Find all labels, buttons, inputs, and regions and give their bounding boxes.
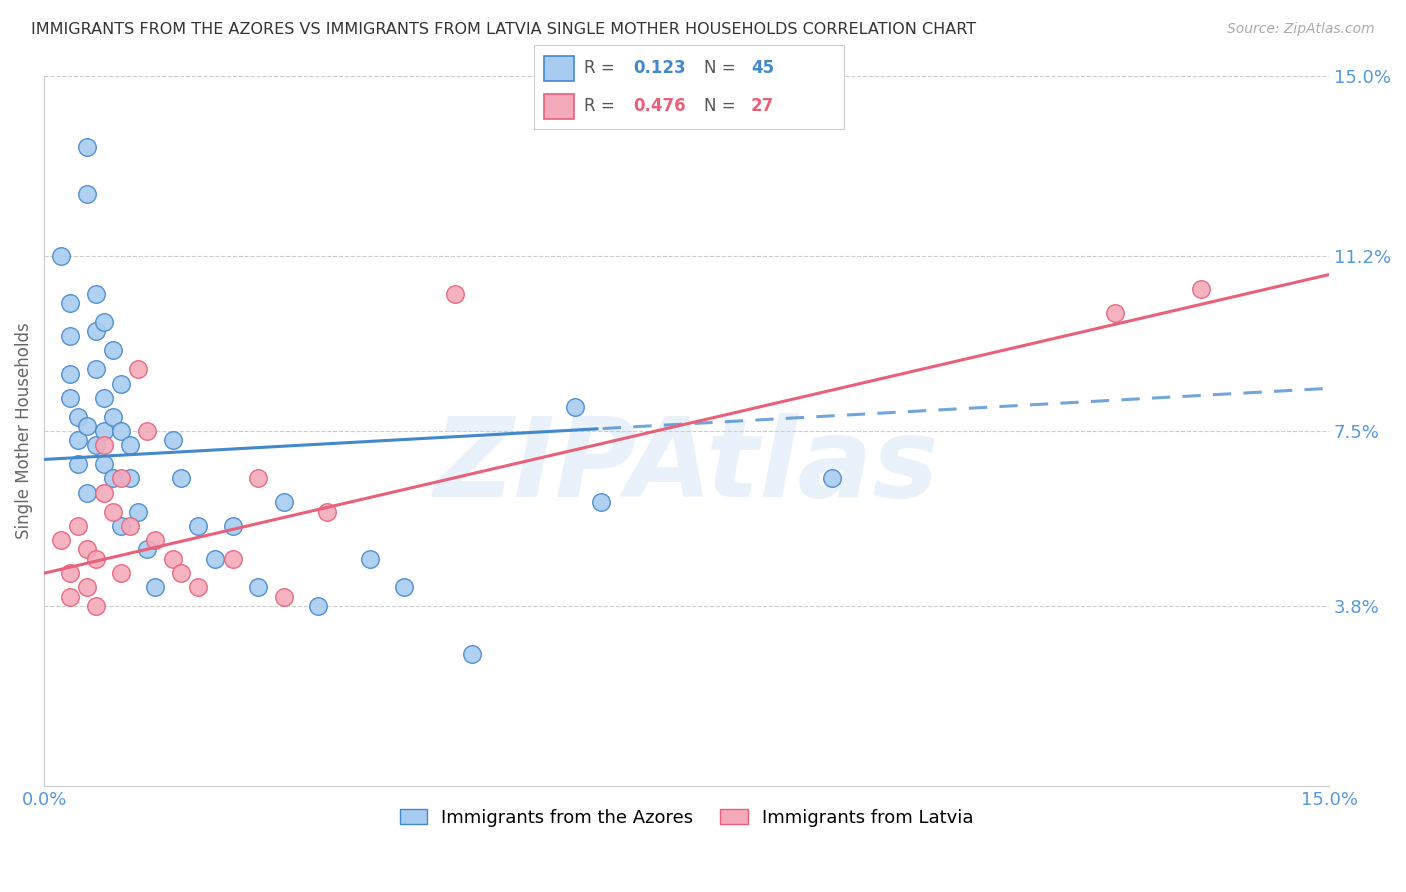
Point [145,581,167,595]
Point [76,187,98,202]
Point [93,438,115,452]
Point [59,329,82,343]
Text: N =: N = [704,60,741,78]
Point [187,581,209,595]
Point [84,438,107,452]
Point [93,424,115,438]
Text: N =: N = [704,97,741,115]
Point [51,533,73,547]
Text: 27: 27 [751,97,775,115]
Text: ZIPAtlas: ZIPAtlas [434,413,939,520]
Point [59,590,82,604]
Point [84,599,107,614]
Point [76,581,98,595]
Point [564,401,586,415]
Point [110,518,132,533]
Point [110,566,132,581]
Y-axis label: Single Mother Households: Single Mother Households [15,323,32,540]
Point [247,581,270,595]
Point [67,409,90,424]
Point [221,518,243,533]
FancyBboxPatch shape [544,94,575,120]
Point [67,457,90,471]
Point [59,296,82,310]
Point [110,471,132,485]
Point [461,647,484,661]
Point [135,424,157,438]
Point [204,552,226,566]
Point [84,362,107,376]
Point [1189,282,1212,296]
Point [359,552,381,566]
Point [118,518,141,533]
Point [59,367,82,381]
Point [162,552,184,566]
Point [307,599,329,614]
Text: R =: R = [583,60,620,78]
Point [67,434,90,448]
Legend: Immigrants from the Azores, Immigrants from Latvia: Immigrants from the Azores, Immigrants f… [392,802,980,834]
Point [135,542,157,557]
Point [145,533,167,547]
Point [821,471,844,485]
Point [247,471,270,485]
Point [1104,305,1126,319]
Point [84,552,107,566]
Point [93,391,115,405]
Point [67,518,90,533]
Point [101,505,124,519]
Point [221,552,243,566]
Point [170,471,193,485]
Point [59,391,82,405]
Point [273,495,295,509]
Point [444,286,467,301]
Point [187,518,209,533]
Point [162,434,184,448]
Point [76,419,98,434]
Text: 0.476: 0.476 [633,97,686,115]
Point [118,438,141,452]
Point [110,376,132,391]
Point [127,505,149,519]
Point [93,315,115,329]
Point [101,471,124,485]
Point [93,457,115,471]
Point [76,139,98,153]
FancyBboxPatch shape [544,55,575,81]
Point [93,485,115,500]
Point [127,362,149,376]
Point [118,471,141,485]
Point [76,485,98,500]
Point [110,424,132,438]
Point [589,495,612,509]
Point [51,249,73,263]
Point [101,409,124,424]
Point [273,590,295,604]
Text: R =: R = [583,97,620,115]
Point [315,505,337,519]
Text: 0.123: 0.123 [633,60,686,78]
Point [101,343,124,358]
Point [84,325,107,339]
Point [170,566,193,581]
Text: Source: ZipAtlas.com: Source: ZipAtlas.com [1227,22,1375,37]
Point [392,581,415,595]
Point [84,286,107,301]
Point [76,542,98,557]
Point [59,566,82,581]
Text: IMMIGRANTS FROM THE AZORES VS IMMIGRANTS FROM LATVIA SINGLE MOTHER HOUSEHOLDS CO: IMMIGRANTS FROM THE AZORES VS IMMIGRANTS… [31,22,976,37]
Text: 45: 45 [751,60,773,78]
